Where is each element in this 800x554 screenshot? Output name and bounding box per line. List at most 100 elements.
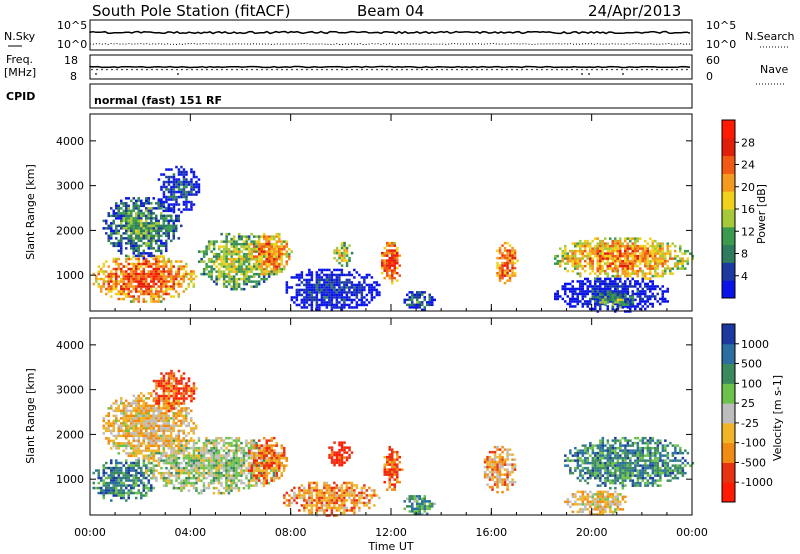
heatmap-cell xyxy=(190,466,193,470)
heatmap-cell xyxy=(132,275,135,278)
heatmap-cell xyxy=(165,265,168,268)
heatmap-cell xyxy=(641,280,644,283)
heatmap-cell xyxy=(619,262,622,265)
heatmap-cell xyxy=(210,466,213,470)
heatmap-cell xyxy=(132,262,135,266)
heatmap-cell xyxy=(589,267,592,270)
heatmap-cell xyxy=(621,269,624,273)
heatmap-cell xyxy=(345,298,349,302)
heatmap-cell xyxy=(606,285,609,288)
heatmap-cell xyxy=(205,486,208,490)
heatmap-cell xyxy=(330,298,334,302)
heatmap-cell xyxy=(170,427,173,430)
heatmap-cell xyxy=(110,222,113,225)
heatmap-cell xyxy=(303,301,306,304)
heatmap-cell xyxy=(117,494,120,497)
heatmap-cell xyxy=(315,291,319,294)
heatmap-cell xyxy=(115,204,118,208)
heatmap-cell xyxy=(150,242,153,245)
heatmap-cell xyxy=(235,454,238,457)
heatmap-cell xyxy=(606,267,609,270)
heatmap-cell xyxy=(125,412,128,415)
heatmap-cell xyxy=(227,479,231,482)
heatmap-cell xyxy=(162,447,165,450)
heatmap-cell xyxy=(624,269,627,273)
heatmap-cell xyxy=(170,203,173,206)
heatmap-cell xyxy=(115,422,118,425)
heatmap-cell xyxy=(162,432,165,435)
heatmap-cell xyxy=(200,250,203,253)
heatmap-cell xyxy=(140,252,143,255)
heatmap-cell xyxy=(323,301,326,304)
heatmap-cell xyxy=(599,252,602,255)
heatmap-cell xyxy=(110,489,113,492)
heatmap-cell xyxy=(120,214,123,218)
heatmap-cell xyxy=(152,280,155,283)
heatmap-cell xyxy=(165,407,168,410)
heatmap-cell xyxy=(222,255,226,258)
heatmap-cell xyxy=(217,481,221,485)
heatmap-cell xyxy=(137,432,140,435)
heatmap-cell xyxy=(237,252,241,256)
heatmap-cell xyxy=(686,257,689,260)
heatmap-cell xyxy=(631,298,635,302)
heatmap-cell xyxy=(170,439,173,443)
heatmap-cell xyxy=(275,466,278,470)
heatmap-cell xyxy=(636,264,639,268)
heatmap-cell xyxy=(235,486,238,490)
heatmap-cell xyxy=(596,257,599,260)
heatmap-cell xyxy=(624,298,627,302)
heatmap-cell xyxy=(250,257,253,261)
heatmap-cell xyxy=(258,461,261,465)
y-tick-label: 3000 xyxy=(56,180,84,193)
heatmap-cell xyxy=(599,305,602,308)
heatmap-cell xyxy=(110,476,113,480)
heatmap-cell xyxy=(388,241,391,245)
heatmap-cell xyxy=(626,249,629,253)
heatmap-cell xyxy=(245,476,248,480)
heatmap-cell xyxy=(348,306,351,309)
heatmap-cell xyxy=(265,451,268,455)
heatmap-cell xyxy=(300,281,304,284)
heatmap-cell xyxy=(280,474,283,477)
heatmap-cell xyxy=(155,449,158,453)
heatmap-cell xyxy=(142,486,145,490)
heatmap-cell xyxy=(210,459,213,462)
heatmap-cell xyxy=(350,291,354,294)
heatmap-cell xyxy=(170,466,173,470)
heatmap-cell xyxy=(177,195,181,199)
heatmap-cell xyxy=(263,270,266,273)
heatmap-cell xyxy=(142,454,145,458)
heatmap-cell xyxy=(140,417,143,420)
heatmap-cell xyxy=(255,272,258,276)
heatmap-cell xyxy=(165,214,168,218)
heatmap-cell xyxy=(122,232,125,235)
heatmap-cell xyxy=(247,262,251,266)
heatmap-cell xyxy=(260,456,263,460)
heatmap-cell xyxy=(187,285,190,288)
heatmap-cell xyxy=(145,275,148,278)
heatmap-cell xyxy=(391,254,394,257)
heatmap-cell xyxy=(207,242,211,246)
heatmap-cell xyxy=(636,237,639,240)
heatmap-cell xyxy=(162,173,166,176)
heatmap-cell xyxy=(112,222,115,225)
heatmap-cell xyxy=(155,270,158,273)
heatmap-cell xyxy=(142,422,145,425)
heatmap-cell xyxy=(649,254,652,258)
heatmap-cell xyxy=(150,434,153,438)
heatmap-cell xyxy=(192,459,196,462)
heatmap-cell xyxy=(157,451,161,455)
heatmap-cell xyxy=(175,272,178,276)
heatmap-cell xyxy=(125,207,128,210)
heatmap-cell xyxy=(649,280,652,283)
heatmap-cell xyxy=(147,247,150,250)
heatmap-cell xyxy=(268,270,271,273)
heatmap-cell xyxy=(205,451,208,455)
heatmap-cell xyxy=(147,404,150,408)
heatmap-cell xyxy=(283,456,286,460)
heatmap-cell xyxy=(242,242,246,246)
heatmap-cell xyxy=(631,262,634,265)
heatmap-cell xyxy=(145,257,148,261)
heatmap-cell xyxy=(162,471,166,475)
